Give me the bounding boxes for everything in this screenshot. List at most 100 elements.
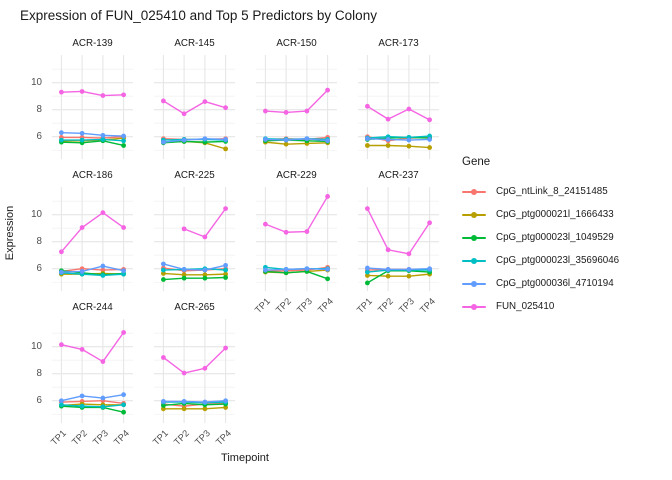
- series-line-CpG_ptg000036l_4710194: [102, 265, 125, 272]
- series-line-CpG_ntLink_8_24151485: [81, 400, 104, 403]
- series-line-CpG_ptg000036l_4710194: [306, 268, 329, 271]
- data-point-FUN_025410: [385, 247, 391, 253]
- series-line-CpG_ptg000023l_1049529: [204, 276, 227, 279]
- series-line-CpG_ptg000023l_35696046: [81, 138, 104, 141]
- data-point-CpG_ptg000036l_4710194: [365, 265, 370, 271]
- data-point-CpG_ntLink_8_24151485: [100, 267, 106, 273]
- series-line-CpG_ptg000023l_1049529: [264, 270, 287, 274]
- data-point-FUN_025410: [79, 225, 85, 230]
- data-point-FUN_025410: [406, 106, 412, 112]
- series-line-FUN_025410: [162, 356, 185, 374]
- y-tick-label: 8: [36, 235, 42, 247]
- data-point-CpG_ptg000036l_4710194: [304, 136, 310, 142]
- series-line-CpG_ptg000023l_1049529: [81, 140, 104, 144]
- facet-panel-ACR-225: [154, 187, 235, 291]
- data-point-FUN_025410: [79, 89, 85, 94]
- data-point-CpG_ptg000036l_4710194: [283, 266, 289, 272]
- series-line-CpG_ptg000036l_4710194: [264, 138, 287, 141]
- data-point-CpG_ptg000023l_35696046: [100, 404, 106, 410]
- series-line-CpG_ptg000023l_35696046: [60, 404, 83, 407]
- series-line-CpG_ptg000036l_4710194: [387, 138, 410, 141]
- data-point-CpG_ptg000036l_4710194: [79, 130, 85, 136]
- data-point-CpG_ptg000036l_4710194: [181, 398, 187, 404]
- data-point-FUN_025410: [365, 103, 370, 109]
- legend-item: CpG_ntLink_8_24151485: [462, 180, 619, 203]
- series-line-CpG_ptg000036l_4710194: [60, 270, 83, 273]
- series-line-CpG_ptg000023l_1049529: [306, 270, 329, 280]
- data-point-CpG_ptg000036l_4710194: [202, 399, 208, 405]
- y-tick-label: 10: [31, 208, 42, 220]
- data-point-FUN_025410: [100, 93, 106, 98]
- series-line-CpG_ptg000023l_35696046: [102, 273, 125, 277]
- series-line-CpG_ptg000021l_1666433: [408, 273, 431, 277]
- series-line-CpG_ptg000036l_4710194: [306, 138, 329, 142]
- data-point-CpG_ptg000023l_35696046: [121, 402, 126, 408]
- series-line-CpG_ptg000021l_1666433: [204, 273, 227, 276]
- series-line-CpG_ptg000023l_35696046: [162, 268, 185, 271]
- data-point-FUN_025410: [385, 116, 391, 122]
- legend-key-icon: [462, 186, 486, 198]
- legend-key-icon: [462, 232, 486, 244]
- data-point-CpG_ptg000036l_4710194: [385, 266, 391, 272]
- series-line-CpG_ptg000023l_1049529: [102, 140, 125, 147]
- data-point-CpG_ptg000023l_35696046: [223, 267, 228, 273]
- series-line-FUN_025410: [60, 343, 83, 351]
- series-line-CpG_ptg000023l_1049529: [204, 140, 227, 143]
- series-line-FUN_025410: [204, 347, 227, 369]
- data-point-FUN_025410: [181, 111, 187, 117]
- data-point-FUN_025410: [223, 105, 228, 111]
- series-line-FUN_025410: [387, 108, 410, 120]
- data-point-CpG_ptg000021l_1666433: [223, 271, 228, 277]
- series-line-CpG_ptg000023l_35696046: [387, 136, 410, 139]
- facet-strip-label: ACR-186: [72, 170, 113, 181]
- data-point-CpG_ptg000023l_35696046: [79, 137, 85, 143]
- series-line-CpG_ptg000023l_1049529: [183, 140, 206, 143]
- data-point-FUN_025410: [202, 99, 208, 104]
- data-point-CpG_ptg000023l_1049529: [161, 403, 166, 408]
- data-point-CpG_ptg000023l_1049529: [121, 409, 126, 415]
- data-point-FUN_025410: [223, 345, 228, 351]
- data-point-CpG_ptg000023l_35696046: [100, 137, 106, 142]
- data-point-CpG_ptg000036l_4710194: [121, 133, 126, 139]
- series-line-CpG_ptg000023l_1049529: [183, 402, 206, 406]
- data-point-CpG_ptg000023l_35696046: [100, 273, 106, 278]
- y-tick-label: 6: [36, 394, 42, 406]
- facet-panel-ACR-150: [256, 55, 337, 159]
- series-line-FUN_025410: [366, 105, 389, 120]
- series-line-CpG_ptg000023l_35696046: [408, 135, 431, 139]
- series-line-CpG_ptg000023l_35696046: [60, 272, 83, 275]
- data-point-CpG_ptg000036l_4710194: [121, 392, 126, 398]
- legend-item: CpG_ptg000023l_1049529: [462, 226, 619, 249]
- facet-panel-ACR-229: [256, 187, 337, 291]
- data-point-CpG_ptg000023l_35696046: [427, 133, 432, 139]
- data-point-CpG_ptg000021l_1666433: [385, 273, 391, 279]
- series-line-CpG_ntLink_8_24151485: [285, 269, 308, 272]
- data-point-CpG_ptg000036l_4710194: [100, 395, 106, 401]
- legend: Gene CpG_ntLink_8_24151485 CpG_ptg000021l…: [462, 156, 619, 318]
- series-line-CpG_ptg000036l_4710194: [204, 264, 227, 271]
- series-line-CpG_ptg000036l_4710194: [408, 138, 431, 141]
- series-line-CpG_ptg000023l_35696046: [366, 136, 389, 139]
- data-point-FUN_025410: [121, 330, 126, 335]
- facet-panel-ACR-265: [154, 319, 235, 423]
- series-line-CpG_ptg000036l_4710194: [366, 138, 389, 141]
- data-point-CpG_ptg000036l_4710194: [223, 262, 228, 268]
- data-point-CpG_ptg000036l_4710194: [427, 266, 432, 272]
- y-tick-label: 6: [36, 262, 42, 274]
- x-axis-title: Timepoint: [221, 452, 269, 464]
- series-line-CpG_ptg000021l_1666433: [387, 144, 410, 147]
- series-line-CpG_ptg000036l_4710194: [162, 139, 185, 143]
- facet-panel-ACR-145: [154, 55, 235, 159]
- data-point-CpG_ptg000036l_4710194: [325, 266, 330, 272]
- data-point-CpG_ptg000036l_4710194: [263, 267, 268, 273]
- series-line-CpG_ptg000036l_4710194: [183, 400, 206, 403]
- data-point-CpG_ptg000036l_4710194: [121, 268, 126, 274]
- facet-strip-label: ACR-173: [378, 38, 419, 49]
- series-line-FUN_025410: [81, 348, 104, 363]
- series-line-CpG_ptg000036l_4710194: [81, 132, 104, 137]
- legend-label: FUN_025410: [496, 301, 555, 312]
- series-line-FUN_025410: [408, 222, 431, 255]
- data-point-CpG_ptg000036l_4710194: [406, 137, 412, 143]
- series-line-FUN_025410: [387, 249, 410, 255]
- data-point-FUN_025410: [283, 229, 289, 235]
